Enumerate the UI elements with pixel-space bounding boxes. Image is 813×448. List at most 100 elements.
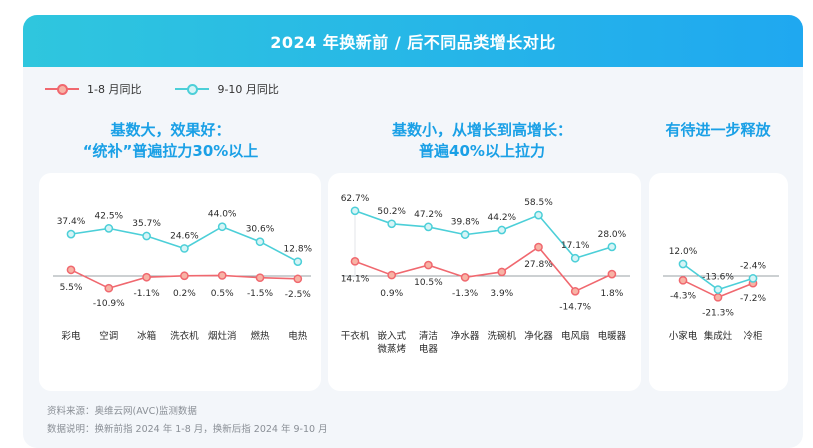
- line-chart-1: 5.5% -10.9% -1.1% 0.2% 0.5% -1.5% -2.5% 37.4% 42…: [53, 210, 313, 342]
- series1-point: [350, 256, 360, 266]
- series1-point: [180, 271, 189, 281]
- series1-data-label: 0.9%: [380, 289, 403, 299]
- category-label: 干衣机: [341, 330, 370, 342]
- series2-point: [142, 231, 151, 241]
- series2-data-label: 44.0%: [208, 210, 237, 220]
- series1-data-label: -2.5%: [285, 290, 312, 300]
- group2-heading-line2: 普遍40%以上拉力: [419, 142, 545, 160]
- group1-heading: 基数大，效果好： “统补”普遍拉力30%以上: [23, 120, 318, 162]
- series2-data-label: 17.1%: [561, 241, 590, 251]
- category-label: 洗碗机: [488, 330, 517, 342]
- series1-line: [354, 246, 613, 293]
- series2-point: [460, 230, 470, 239]
- group2-heading-line1: 基数小，从增长到高增长：: [391, 121, 572, 139]
- series2-point: [180, 244, 189, 253]
- series2-point: [748, 274, 758, 283]
- series2-data-label: -13.6%: [702, 273, 734, 283]
- series1-point: [713, 292, 723, 302]
- legend-item-series1: 1-8 月同比: [45, 81, 141, 97]
- source-note: 资料来源：奥维云网(AVC)监测数据: [47, 406, 197, 417]
- chart-panel-1: 5.5% -10.9% -1.1% 0.2% 0.5% -1.5% -2.5% 37.4% 42…: [39, 173, 321, 391]
- page-title: 2024 年换新前 / 后不同品类增长对比: [23, 15, 803, 67]
- series2-point: [293, 257, 303, 267]
- series2-point: [66, 229, 76, 239]
- series1-data-label: -1.3%: [452, 289, 479, 299]
- series2-data-label: 28.0%: [598, 230, 627, 240]
- series2-point: [534, 210, 543, 220]
- series1-data-label: -7.2%: [740, 294, 767, 304]
- series1-data-label: -1.5%: [247, 289, 274, 299]
- series2-point: [217, 222, 227, 232]
- series2-point: [713, 285, 723, 294]
- legend-marker-series2: [175, 83, 210, 95]
- series1-data-label: 5.5%: [60, 283, 83, 293]
- series1-point: [104, 283, 114, 293]
- series1-data-label: 14.1%: [341, 274, 370, 284]
- series1-data-label: -1.1%: [134, 289, 161, 299]
- series1-point: [387, 270, 397, 280]
- group1-heading-line1: 基数大，效果好：: [110, 121, 231, 139]
- group3-heading: 有待进一步释放: [648, 120, 788, 141]
- group3-heading-line1: 有待进一步释放: [665, 121, 771, 139]
- group1-heading-line2: “统补”普遍拉力30%以上: [82, 142, 259, 160]
- series1-point: [607, 269, 617, 279]
- series1-point: [142, 272, 151, 282]
- series1-point: [293, 274, 303, 284]
- series1-data-label: 0.2%: [173, 289, 196, 299]
- series2-point: [350, 206, 360, 216]
- category-label: 净化器: [524, 330, 553, 342]
- series1-data-label: 1.8%: [600, 289, 623, 299]
- series2-point: [497, 225, 507, 235]
- series1-data-label: -4.3%: [670, 291, 697, 301]
- series1-data-label: -10.9%: [93, 299, 125, 309]
- series2-data-label: 47.2%: [414, 210, 443, 220]
- legend-label-series1: 1-8 月同比: [87, 83, 142, 96]
- series2-point: [104, 224, 114, 233]
- series2-data-label: -2.4%: [740, 261, 767, 271]
- series1-data-label: 0.5%: [211, 289, 234, 299]
- series2-point: [570, 253, 580, 263]
- series1-data-label: 27.8%: [524, 260, 553, 270]
- series1-point: [497, 267, 507, 277]
- series2-point: [678, 259, 688, 269]
- series2-data-label: 42.5%: [95, 211, 124, 221]
- series2-data-label: 62.7%: [341, 194, 370, 204]
- series2-data-label: 12.8%: [284, 245, 313, 255]
- category-label: 嵌入式微蒸烤: [377, 330, 406, 355]
- category-label: 彩电: [61, 330, 81, 342]
- series2-data-label: 35.7%: [132, 219, 161, 229]
- category-label: 烟灶消: [208, 330, 237, 342]
- data-note: 数据说明：换新前指 2024 年 1-8 月，换新后指 2024 年 9-10 …: [47, 424, 328, 435]
- series1-data-label: 10.5%: [414, 278, 443, 288]
- series1-point: [255, 273, 265, 283]
- category-label: 洗衣机: [170, 330, 199, 342]
- series2-data-label: 44.2%: [488, 213, 517, 223]
- chart-panel-2: 14.1% 0.9% 10.5% -1.3% 3.9% 27.8% -14.7% 1.8% 62…: [328, 173, 641, 391]
- series1-data-label: -21.3%: [702, 308, 734, 318]
- series2-data-label: 37.4%: [57, 217, 86, 227]
- series2-line: [354, 210, 613, 260]
- chart-panel-3: -4.3% -21.3% -7.2% 12.0% -13.6% -2.4% 小家电 集成灶 冷柜: [649, 173, 788, 391]
- series1-point: [570, 286, 580, 296]
- series2-data-label: 12.0%: [669, 247, 698, 257]
- series1-point: [460, 273, 470, 282]
- series1-point: [678, 275, 688, 285]
- series2-data-label: 58.5%: [524, 198, 553, 208]
- category-label: 空调: [99, 330, 118, 342]
- category-label: 清洁电器: [419, 330, 439, 355]
- series2-point: [607, 242, 617, 252]
- series2-data-label: 30.6%: [246, 225, 275, 235]
- series1-data-label: -14.7%: [559, 302, 591, 312]
- line-chart-3: -4.3% -21.3% -7.2% 12.0% -13.6% -2.4% 小家电 集成灶 冷柜: [663, 247, 779, 342]
- series2-data-label: 39.8%: [451, 218, 480, 228]
- series1-data-label: 3.9%: [490, 289, 513, 299]
- legend: 1-8 月同比 9-10 月同比: [45, 81, 279, 97]
- category-label: 电风扇: [561, 330, 590, 342]
- category-label: 小家电: [669, 330, 698, 342]
- card: 2024 年换新前 / 后不同品类增长对比 1-8 月同比 9-10 月同比 基…: [23, 15, 803, 448]
- category-label: 燃热: [250, 330, 270, 342]
- series2-data-label: 24.6%: [170, 231, 199, 241]
- category-label: 净水器: [451, 330, 480, 342]
- category-label: 冷柜: [743, 330, 763, 342]
